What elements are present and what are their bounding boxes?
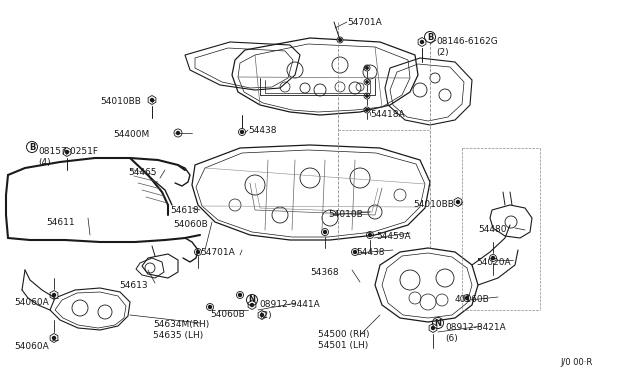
Text: 54459A: 54459A xyxy=(376,232,411,241)
Circle shape xyxy=(456,201,460,203)
Polygon shape xyxy=(50,291,58,299)
Circle shape xyxy=(323,231,326,234)
Text: 08912-8421A: 08912-8421A xyxy=(445,323,506,332)
Circle shape xyxy=(241,131,243,134)
Circle shape xyxy=(420,41,424,44)
Polygon shape xyxy=(258,311,266,320)
Circle shape xyxy=(492,257,495,260)
Circle shape xyxy=(366,67,368,69)
Circle shape xyxy=(260,314,264,317)
Polygon shape xyxy=(50,334,58,343)
Text: 54368: 54368 xyxy=(310,268,339,277)
Text: 54634M(RH): 54634M(RH) xyxy=(153,320,209,329)
Text: B: B xyxy=(29,142,35,151)
Text: 54060B: 54060B xyxy=(210,310,244,319)
Circle shape xyxy=(339,38,342,42)
Circle shape xyxy=(337,37,343,43)
Text: 54020A: 54020A xyxy=(476,258,511,267)
Text: 54465: 54465 xyxy=(128,168,157,177)
Circle shape xyxy=(150,99,154,102)
Text: 54438: 54438 xyxy=(356,248,385,257)
Polygon shape xyxy=(429,324,437,333)
Text: J/0 00·R: J/0 00·R xyxy=(560,358,592,367)
Polygon shape xyxy=(418,38,426,46)
Text: (6): (6) xyxy=(445,334,458,343)
Circle shape xyxy=(366,95,368,97)
Circle shape xyxy=(239,294,241,296)
Circle shape xyxy=(250,304,253,307)
Text: 40160B: 40160B xyxy=(455,295,490,304)
Circle shape xyxy=(369,234,371,237)
Circle shape xyxy=(65,151,68,154)
Text: (2): (2) xyxy=(436,48,449,57)
Text: B: B xyxy=(427,32,433,42)
Text: 54060B: 54060B xyxy=(173,220,208,229)
Circle shape xyxy=(52,337,56,340)
Circle shape xyxy=(196,250,200,253)
Text: 54010BB: 54010BB xyxy=(413,200,454,209)
Text: 54400M: 54400M xyxy=(113,130,149,139)
Circle shape xyxy=(465,296,468,299)
Circle shape xyxy=(366,81,368,83)
Text: 54500 (RH): 54500 (RH) xyxy=(318,330,369,339)
Circle shape xyxy=(366,109,368,111)
Text: 08157-0251F: 08157-0251F xyxy=(38,147,98,156)
Circle shape xyxy=(431,327,435,330)
Circle shape xyxy=(353,250,356,253)
Text: 54635 (LH): 54635 (LH) xyxy=(153,331,204,340)
Text: 54701A: 54701A xyxy=(200,248,235,257)
Text: 54438: 54438 xyxy=(248,126,276,135)
Text: 08912-9441A: 08912-9441A xyxy=(259,300,320,309)
Text: 54613: 54613 xyxy=(119,281,148,290)
Text: 54060A: 54060A xyxy=(14,298,49,307)
Text: 54611: 54611 xyxy=(46,218,75,227)
Text: (4): (4) xyxy=(38,158,51,167)
Circle shape xyxy=(177,131,179,135)
Polygon shape xyxy=(148,96,156,105)
Text: 54010BB: 54010BB xyxy=(100,97,141,106)
Text: (2): (2) xyxy=(259,311,271,320)
Circle shape xyxy=(52,294,56,296)
Text: N: N xyxy=(435,318,442,327)
Text: 54010B: 54010B xyxy=(328,210,363,219)
Polygon shape xyxy=(248,301,256,310)
Text: N: N xyxy=(248,295,255,305)
Polygon shape xyxy=(63,148,71,157)
Text: 54701A: 54701A xyxy=(347,18,381,27)
Text: 54501 (LH): 54501 (LH) xyxy=(318,341,368,350)
Text: 54480: 54480 xyxy=(478,225,506,234)
Text: 08146-6162G: 08146-6162G xyxy=(436,37,498,46)
Text: 54418A: 54418A xyxy=(370,110,404,119)
Text: 54618: 54618 xyxy=(170,206,198,215)
Polygon shape xyxy=(454,198,462,206)
Text: 54060A: 54060A xyxy=(14,342,49,351)
Circle shape xyxy=(209,305,211,308)
